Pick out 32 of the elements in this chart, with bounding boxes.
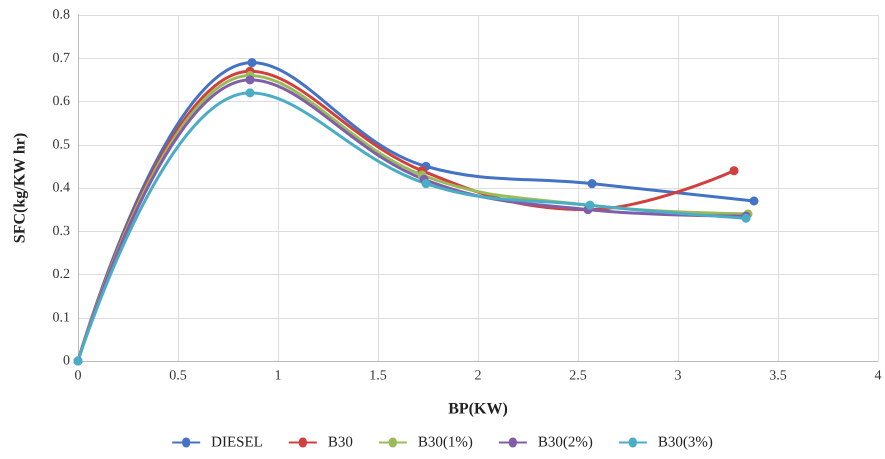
legend-label: DIESEL bbox=[211, 434, 263, 450]
y-tick-label: 0 bbox=[63, 354, 70, 368]
y-axis-title: SFC(kg/KW hr) bbox=[12, 132, 28, 244]
legend-label: B30(1%) bbox=[418, 434, 473, 450]
y-tick-label: 0.4 bbox=[52, 180, 70, 196]
y-tick-label: 0.7 bbox=[52, 50, 70, 66]
y-tick-label: 0.3 bbox=[52, 224, 70, 239]
y-tick-label: 0.2 bbox=[52, 267, 70, 282]
point bbox=[422, 179, 430, 188]
x-tick-label: 1.5 bbox=[369, 368, 387, 384]
x-tick-label: 3 bbox=[674, 368, 682, 384]
legend-label: B30(3%) bbox=[658, 434, 713, 450]
point bbox=[588, 179, 596, 188]
y-tick-label: 0.6 bbox=[52, 94, 70, 109]
x-tick-label: 4 bbox=[874, 368, 882, 384]
x-axis-title: BP(KW) bbox=[448, 400, 508, 418]
x-tick-label: 0 bbox=[74, 368, 82, 384]
y-tick-label: 0.5 bbox=[52, 137, 70, 152]
y-tick-label: 0.1 bbox=[52, 310, 70, 326]
x-tick-label: 1 bbox=[274, 368, 282, 384]
x-tick-label: 0.5 bbox=[169, 368, 187, 384]
y-tick-label: 0.8 bbox=[52, 8, 70, 22]
point bbox=[248, 58, 256, 68]
point bbox=[750, 196, 758, 206]
point bbox=[246, 75, 254, 84]
x-tick-label: 3.5 bbox=[769, 368, 787, 384]
legend-label: B30(2%) bbox=[538, 434, 593, 450]
point bbox=[246, 88, 254, 98]
x-tick-label: 2 bbox=[474, 368, 482, 384]
x-tick-label: 2.5 bbox=[569, 368, 587, 384]
point bbox=[730, 166, 738, 176]
legend-label: B30 bbox=[328, 434, 353, 450]
